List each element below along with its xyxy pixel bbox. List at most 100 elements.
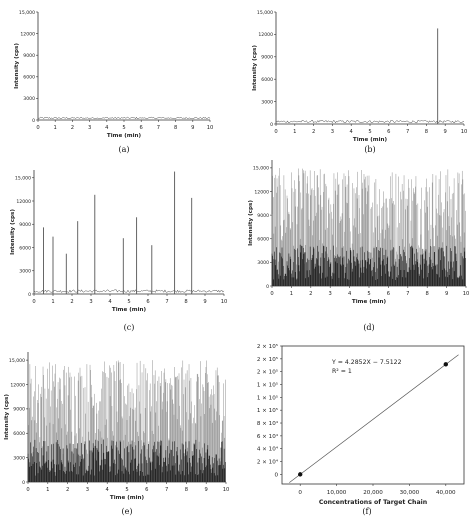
baseline-trace [37, 116, 211, 120]
y-tick-label: 0 [22, 480, 25, 486]
plot-frame [281, 345, 465, 485]
y-tick-label: 12000 [20, 31, 35, 37]
data-point [443, 362, 448, 367]
fit-r2: R² = 1 [332, 368, 352, 375]
x-tick-label: 1 [54, 125, 57, 131]
y-axis-title: Intensity (cps) [10, 209, 16, 255]
x-tick-label: 7 [165, 299, 168, 305]
x-tick-label: 8 [185, 487, 188, 493]
x-tick-label: 0 [32, 299, 35, 305]
y-tick-label: 6000 [19, 245, 31, 251]
x-tick-label: 5 [127, 299, 130, 305]
x-tick-label: 1 [290, 291, 293, 297]
baseline-trace [275, 119, 465, 124]
x-tick-label: 7 [406, 291, 409, 297]
chart-panel-c: 0 1 2 3 4 5 6 7 8 9 10 0 3000 6000 9000 12000 15,000 Time… [10, 170, 227, 332]
x-tick-label: 8 [426, 291, 429, 297]
chart-panel-f: 0 10,000 20,000 30,000 40,000 0 2 × 10⁴ 4 × 10⁴… [257, 343, 465, 516]
y-tick-label: 8 × 10⁴ [257, 420, 279, 427]
x-tick-label: 10 [221, 299, 228, 305]
x-tick-label: 3 [329, 291, 332, 297]
chart-panel-b: 0 1 2 3 4 5 6 7 8 9 10 0 3000 6000 9000 12000 15,000 Time… [252, 10, 467, 154]
y-tick-label: 9000 [257, 213, 269, 219]
y-tick-label: 15,000 [257, 10, 273, 16]
y-tick-label: 0 [32, 118, 35, 124]
x-tick-label: 8 [184, 299, 187, 305]
y-tick-label: 15,000 [253, 166, 269, 172]
x-tick-label: 6 [140, 125, 143, 131]
x-tick-label: 30,000 [400, 490, 420, 496]
x-tick-label: 40,000 [436, 490, 456, 496]
x-tick-label: 5 [122, 125, 125, 131]
panel-caption: (c) [124, 323, 135, 332]
x-tick-label: 7 [165, 487, 168, 493]
y-tick-label: 9000 [19, 222, 31, 228]
x-tick-label: 9 [203, 299, 206, 305]
y-axis-title: Intensity (cps) [4, 394, 10, 440]
x-tick-label: 1 [51, 299, 54, 305]
y-tick-label: 3000 [13, 455, 25, 461]
y-tick-label: 15,000 [15, 176, 31, 182]
y-tick-label: 6 × 10⁴ [257, 433, 279, 440]
x-tick-label: 5 [125, 487, 128, 493]
panel-caption: (b) [364, 145, 375, 154]
y-tick-label: 2 × 10⁵ [257, 356, 278, 363]
x-axis-title: Time (min) [353, 137, 388, 143]
y-tick-label: 12000 [258, 32, 273, 38]
x-tick-label: 4 [350, 129, 354, 135]
x-tick-label: 10 [207, 125, 214, 131]
fit-line [289, 354, 459, 483]
x-tick-label: 10 [223, 487, 230, 493]
x-tick-label: 0 [298, 490, 302, 496]
x-axis-title: Concentrations of Target Chain [319, 499, 427, 506]
x-axis-title: Time (min) [110, 495, 145, 501]
x-tick-label: 0 [274, 129, 277, 135]
x-tick-label: 6 [387, 129, 390, 135]
x-tick-label: 5 [367, 291, 370, 297]
baseline-trace [33, 289, 225, 293]
y-tick-label: 1 × 10⁵ [257, 382, 278, 389]
x-tick-label: 20,000 [363, 490, 383, 496]
data-point [298, 472, 303, 477]
x-tick-label: 9 [444, 129, 447, 135]
x-tick-label: 8 [174, 125, 177, 131]
y-tick-label: 9000 [261, 55, 273, 61]
x-tick-label: 4 [348, 291, 352, 297]
y-tick-label: 0 [270, 122, 273, 128]
x-tick-label: 6 [145, 487, 148, 493]
x-tick-label: 0 [270, 291, 273, 297]
y-tick-label: 12000 [10, 382, 25, 388]
y-tick-label: 9000 [13, 407, 25, 413]
x-tick-label: 3 [88, 125, 91, 131]
chart-panel-e: 0 1 2 3 4 5 6 7 8 9 10 0 3000 6000 9000 12000 15,000 Time… [4, 352, 229, 516]
x-tick-label: 6 [146, 299, 149, 305]
x-tick-label: 6 [387, 291, 390, 297]
x-tick-label: 2 [309, 291, 312, 297]
y-tick-label: 2 × 10⁴ [257, 459, 279, 466]
y-tick-label: 15,000 [19, 10, 35, 16]
y-tick-label: 3000 [23, 96, 35, 102]
y-tick-label: 12000 [254, 189, 269, 195]
x-tick-label: 0 [36, 125, 39, 131]
y-tick-label: 6000 [261, 77, 273, 83]
x-tick-label: 5 [368, 129, 371, 135]
chart-panel-a: 0 1 2 3 4 5 6 7 8 9 10 0 3000 6000 9000 12000 15,000 Time… [14, 10, 213, 154]
panel-caption: (a) [118, 145, 129, 154]
fit-equation: Y = 4.2852X − 7.5122 [331, 359, 402, 366]
y-tick-label: 6000 [257, 237, 269, 243]
x-tick-label: 2 [70, 299, 73, 305]
x-tick-label: 8 [425, 129, 428, 135]
y-tick-label: 1 × 10⁵ [257, 394, 278, 401]
x-tick-label: 1 [293, 129, 296, 135]
x-axis-title: Time (min) [352, 299, 387, 305]
y-tick-label: 6000 [13, 431, 25, 437]
y-tick-label: 2 × 10⁵ [257, 343, 278, 350]
panel-caption: (e) [122, 507, 133, 516]
x-tick-label: 9 [205, 487, 208, 493]
chart-panel-d: 0 1 2 3 4 5 6 7 8 9 10 0 3000 6000 9000 12000 15,000 Time… [248, 160, 469, 332]
x-tick-label: 3 [86, 487, 89, 493]
x-tick-label: 1 [46, 487, 49, 493]
x-tick-label: 3 [331, 129, 334, 135]
y-tick-label: 15,000 [9, 358, 25, 364]
